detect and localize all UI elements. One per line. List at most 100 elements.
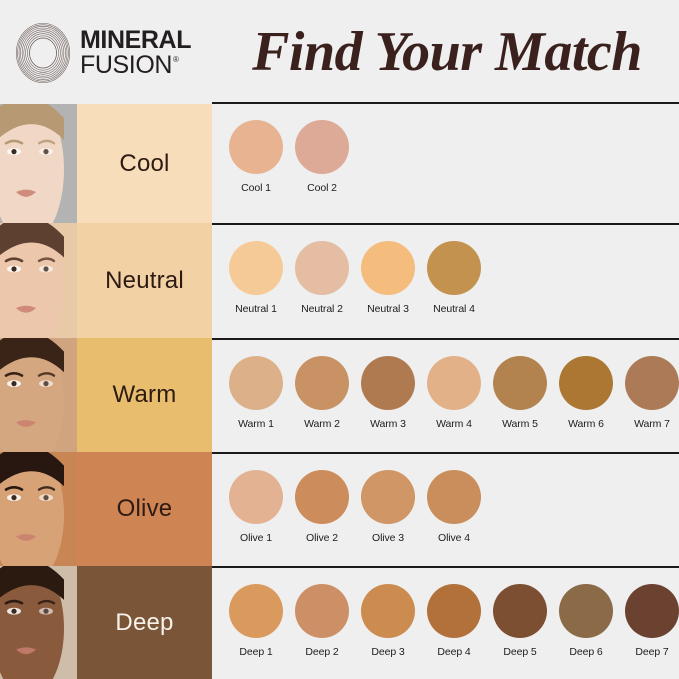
brand-wordmark: MINERAL FUSION ® [80,28,191,78]
shade-color-circle[interactable] [361,356,415,410]
shade-color-circle[interactable] [361,241,415,295]
shade-name-label: Warm 1 [238,418,274,430]
shade-row-olive: Olive Olive 1 Olive 2 Olive 3 Olive 4 [0,452,679,566]
shade-color-circle[interactable] [361,584,415,638]
shade-swatch[interactable]: Deep 2 [291,584,353,658]
shade-swatch[interactable]: Deep 3 [357,584,419,658]
shade-color-circle[interactable] [295,120,349,174]
shade-name-label: Neutral 4 [433,303,475,315]
shade-swatch[interactable]: Warm 6 [555,356,617,430]
shade-row-deep: Deep Deep 1 Deep 2 Deep 3 Deep 4 Deep 5 Deep 6… [0,566,679,679]
shade-table: Cool Cool 1 Cool 2 Neutral Neutral 1 Neutral … [0,104,679,679]
shade-color-circle[interactable] [295,356,349,410]
shade-name-label: Warm 4 [436,418,472,430]
shade-name-label: Warm 2 [304,418,340,430]
shade-name-label: Olive 4 [438,532,470,544]
shade-swatch[interactable]: Neutral 2 [291,241,353,315]
brand-line-1: MINERAL [80,26,192,54]
shade-color-circle[interactable] [229,356,283,410]
shade-name-label: Warm 7 [634,418,670,430]
brand-logo[interactable]: MINERAL FUSION ® [12,22,202,84]
swatch-panel-deep: Deep 1 Deep 2 Deep 3 Deep 4 Deep 5 Deep 6 Deep… [212,566,679,679]
header: MINERAL FUSION ® Find Your Match [0,0,679,104]
shade-color-circle[interactable] [625,584,679,638]
brand-line-2: FUSION [80,51,173,79]
swatch-panel-neutral: Neutral 1 Neutral 2 Neutral 3 Neutral 4 [212,223,679,338]
shade-name-label: Deep 6 [569,646,603,658]
shade-color-circle[interactable] [361,470,415,524]
portrait-deep [0,566,77,679]
shade-name-label: Warm 3 [370,418,406,430]
shade-name-label: Deep 7 [635,646,669,658]
shade-swatch[interactable]: Warm 5 [489,356,551,430]
shade-color-circle[interactable] [493,356,547,410]
header-divider [212,102,679,104]
shade-color-circle[interactable] [295,584,349,638]
shade-color-circle[interactable] [625,356,679,410]
shade-swatch[interactable]: Deep 5 [489,584,551,658]
shade-color-circle[interactable] [229,241,283,295]
shade-color-circle[interactable] [427,356,481,410]
shade-swatch[interactable]: Deep 6 [555,584,617,658]
shade-color-circle[interactable] [229,120,283,174]
shade-swatch[interactable]: Deep 7 [621,584,679,658]
shade-name-label: Neutral 3 [367,303,409,315]
shade-color-circle[interactable] [295,470,349,524]
shade-color-circle[interactable] [427,584,481,638]
shade-name-label: Deep 5 [503,646,537,658]
category-label-cool: Cool [77,104,212,223]
shade-name-label: Warm 6 [568,418,604,430]
shade-row-warm: Warm Warm 1 Warm 2 Warm 3 Warm 4 Warm 5 Warm 6… [0,338,679,452]
shade-color-circle[interactable] [559,356,613,410]
shade-color-circle[interactable] [229,470,283,524]
shade-swatch[interactable]: Warm 2 [291,356,353,430]
shade-row-cool: Cool Cool 1 Cool 2 [0,104,679,223]
category-label-deep: Deep [77,566,212,679]
shade-swatch[interactable]: Warm 1 [225,356,287,430]
swatch-panel-warm: Warm 1 Warm 2 Warm 3 Warm 4 Warm 5 Warm 6 Warm… [212,338,679,452]
shade-swatch[interactable]: Warm 4 [423,356,485,430]
portrait-warm [0,338,77,452]
shade-swatch[interactable]: Cool 1 [225,120,287,194]
swatch-panel-olive: Olive 1 Olive 2 Olive 3 Olive 4 [212,452,679,566]
shade-swatch[interactable]: Warm 3 [357,356,419,430]
shade-color-circle[interactable] [427,241,481,295]
shade-swatch[interactable]: Warm 7 [621,356,679,430]
shade-color-circle[interactable] [493,584,547,638]
shade-name-label: Deep 4 [437,646,471,658]
shade-name-label: Deep 3 [371,646,405,658]
shade-swatch[interactable]: Olive 1 [225,470,287,544]
shade-color-circle[interactable] [295,241,349,295]
category-label-olive: Olive [77,452,212,566]
shade-name-label: Neutral 1 [235,303,277,315]
shade-name-label: Olive 1 [240,532,272,544]
category-label-neutral: Neutral [77,223,212,338]
portrait-neutral-image [0,223,77,338]
shade-swatch[interactable]: Deep 1 [225,584,287,658]
swatch-panel-cool: Cool 1 Cool 2 [212,104,679,223]
shade-name-label: Olive 2 [306,532,338,544]
shade-swatch[interactable]: Cool 2 [291,120,353,194]
shade-swatch[interactable]: Olive 2 [291,470,353,544]
shade-name-label: Olive 3 [372,532,404,544]
shade-name-label: Cool 2 [307,182,337,194]
portrait-olive [0,452,77,566]
shade-name-label: Deep 1 [239,646,273,658]
shade-color-circle[interactable] [427,470,481,524]
shade-swatch[interactable]: Neutral 3 [357,241,419,315]
shade-swatch[interactable]: Deep 4 [423,584,485,658]
portrait-neutral [0,223,77,338]
shade-color-circle[interactable] [559,584,613,638]
concentric-rings-logo-icon [12,22,74,84]
shade-swatch[interactable]: Neutral 4 [423,241,485,315]
portrait-deep-image [0,566,77,679]
shade-name-label: Warm 5 [502,418,538,430]
shade-swatch[interactable]: Olive 4 [423,470,485,544]
shade-row-neutral: Neutral Neutral 1 Neutral 2 Neutral 3 Neutra… [0,223,679,338]
shade-color-circle[interactable] [229,584,283,638]
shade-swatch[interactable]: Neutral 1 [225,241,287,315]
shade-swatch[interactable]: Olive 3 [357,470,419,544]
portrait-warm-image [0,338,77,452]
shade-name-label: Cool 1 [241,182,271,194]
